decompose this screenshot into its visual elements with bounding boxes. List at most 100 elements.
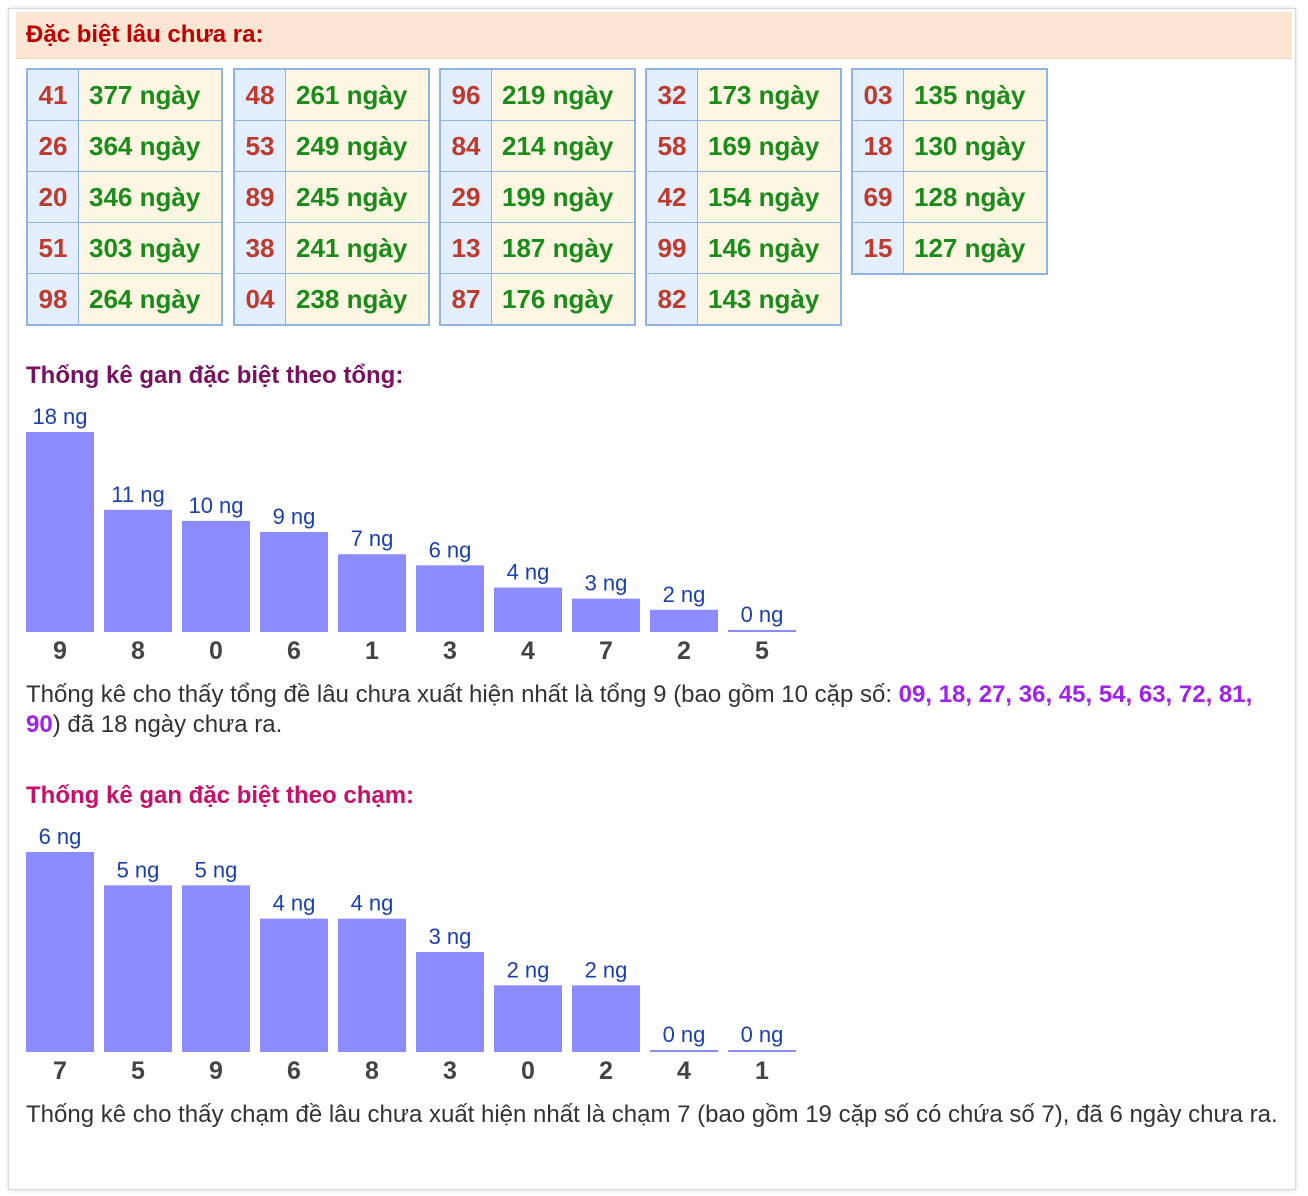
table-row: 53 249 ngày	[233, 120, 430, 172]
bar-value-label: 0 ng	[741, 602, 784, 627]
bar-value-label: 4 ng	[507, 560, 550, 585]
gan-days: 245 ngày	[285, 171, 430, 223]
tong-description: Thống kê cho thấy tổng đề lâu chưa xuất …	[26, 680, 1286, 740]
gan-number: 84	[439, 120, 492, 172]
gan-table: 48 261 ngày 53 249 ngày 89 245 ngày 38 241 ngày…	[233, 68, 430, 326]
tong-desc-pairs: 09, 18, 27, 36, 45, 54, 63, 72, 81, 90	[26, 681, 1253, 738]
table-row: 84 214 ngày	[439, 120, 636, 172]
gan-days: 303 ngày	[78, 222, 223, 274]
category-tick-label: 0	[209, 637, 223, 665]
tong-desc-prefix: Thống kê cho thấy tổng đề lâu chưa xuất …	[26, 681, 899, 708]
chart-bar	[338, 918, 406, 1052]
gan-number: 69	[851, 171, 904, 223]
chart-bar	[260, 918, 328, 1052]
gan-days: 130 ngày	[903, 120, 1048, 172]
gan-number: 13	[439, 222, 492, 274]
bar-value-label: 3 ng	[429, 924, 472, 949]
category-tick-label: 4	[521, 637, 535, 665]
gan-days: 146 ngày	[697, 222, 842, 274]
category-tick-label: 6	[287, 1057, 301, 1085]
tong-desc-suffix: ) đã 18 ngày chưa ra.	[52, 711, 283, 738]
gan-number: 58	[645, 120, 698, 172]
table-row: 32 173 ngày	[645, 68, 842, 121]
chart-bar	[650, 609, 718, 632]
gan-table: 96 219 ngày 84 214 ngày 29 199 ngày 13 187 ngày…	[439, 68, 636, 326]
bar-value-label: 7 ng	[351, 526, 394, 551]
gan-number: 82	[645, 273, 698, 326]
gan-table: 03 135 ngày 18 130 ngày 69 128 ngày 15 127 ngày	[851, 68, 1048, 275]
chart-bar	[104, 885, 172, 1052]
table-row: 18 130 ngày	[851, 120, 1048, 172]
bar-value-label: 5 ng	[117, 857, 160, 882]
gan-number: 38	[233, 222, 286, 274]
gan-days: 219 ngày	[491, 68, 636, 121]
gan-days: 173 ngày	[697, 68, 842, 121]
chart-bar	[182, 520, 250, 632]
bar-value-label: 6 ng	[39, 824, 82, 849]
bar-value-label: 11 ng	[111, 482, 164, 507]
table-row: 29 199 ngày	[439, 171, 636, 223]
chart-bar	[338, 554, 406, 632]
gan-number: 99	[645, 222, 698, 274]
category-tick-label: 4	[677, 1057, 691, 1085]
gan-days: 241 ngày	[285, 222, 430, 274]
category-tick-label: 8	[131, 637, 145, 665]
gan-days: 199 ngày	[491, 171, 636, 223]
table-row: 89 245 ngày	[233, 171, 430, 223]
table-row: 04 238 ngày	[233, 273, 430, 326]
table-row: 69 128 ngày	[851, 171, 1048, 223]
header-title: Đặc biệt lâu chưa ra:	[26, 21, 264, 48]
chart-bar	[728, 1050, 796, 1052]
tong-section-title: Thống kê gan đặc biệt theo tổng:	[26, 362, 404, 389]
gan-number: 03	[851, 68, 904, 121]
bar-value-label: 2 ng	[507, 957, 550, 982]
table-row: 15 127 ngày	[851, 222, 1048, 275]
table-row: 82 143 ngày	[645, 273, 842, 326]
gan-number: 20	[26, 171, 79, 223]
gan-days: 214 ngày	[491, 120, 636, 172]
gan-days: 264 ngày	[78, 273, 223, 326]
bar-value-label: 18 ng	[32, 404, 87, 429]
gan-table: 41 377 ngày 26 364 ngày 20 346 ngày 51 303 ngày…	[26, 68, 223, 326]
gan-days: 249 ngày	[285, 120, 430, 172]
chart-bar	[650, 1050, 718, 1052]
chart-bar	[572, 598, 640, 632]
category-tick-label: 9	[209, 1057, 223, 1085]
gan-number: 29	[439, 171, 492, 223]
category-tick-label: 3	[443, 1057, 457, 1085]
chart-bar	[416, 952, 484, 1052]
gan-days: 238 ngày	[285, 273, 430, 326]
bar-value-label: 4 ng	[351, 891, 394, 916]
gan-number: 18	[851, 120, 904, 172]
table-row: 42 154 ngày	[645, 171, 842, 223]
table-row: 20 346 ngày	[26, 171, 223, 223]
table-row: 03 135 ngày	[851, 68, 1048, 121]
gan-number: 04	[233, 273, 286, 326]
chart-bar	[104, 509, 172, 632]
section-header: Đặc biệt lâu chưa ra:	[16, 12, 1292, 59]
gan-days: 127 ngày	[903, 222, 1048, 275]
category-tick-label: 5	[131, 1057, 145, 1085]
gan-number: 48	[233, 68, 286, 121]
table-row: 48 261 ngày	[233, 68, 430, 121]
gan-days: 377 ngày	[78, 68, 223, 121]
gan-days: 187 ngày	[491, 222, 636, 274]
table-row: 13 187 ngày	[439, 222, 636, 274]
bar-value-label: 6 ng	[429, 537, 472, 562]
cham-description: Thống kê cho thấy chạm đề lâu chưa xuất …	[26, 1101, 1278, 1128]
category-tick-label: 7	[599, 637, 613, 665]
table-row: 26 364 ngày	[26, 120, 223, 172]
gan-number: 87	[439, 273, 492, 326]
cham-section-title: Thống kê gan đặc biệt theo chạm:	[26, 782, 415, 809]
gan-days: 128 ngày	[903, 171, 1048, 223]
bar-value-label: 2 ng	[663, 582, 706, 607]
bar-value-label: 0 ng	[741, 1022, 784, 1047]
gan-days: 143 ngày	[697, 273, 842, 326]
gan-number: 51	[26, 222, 79, 274]
gan-number: 89	[233, 171, 286, 223]
tong-bar-chart: 18 ng 9 11 ng 8 10 ng 0 9 ng 6 7 ng 1 6 ng 3 4 ng 4 3 …	[26, 404, 796, 665]
bar-value-label: 0 ng	[663, 1022, 706, 1047]
gan-days: 176 ngày	[491, 273, 636, 326]
table-row: 58 169 ngày	[645, 120, 842, 172]
chart-bar	[572, 985, 640, 1052]
